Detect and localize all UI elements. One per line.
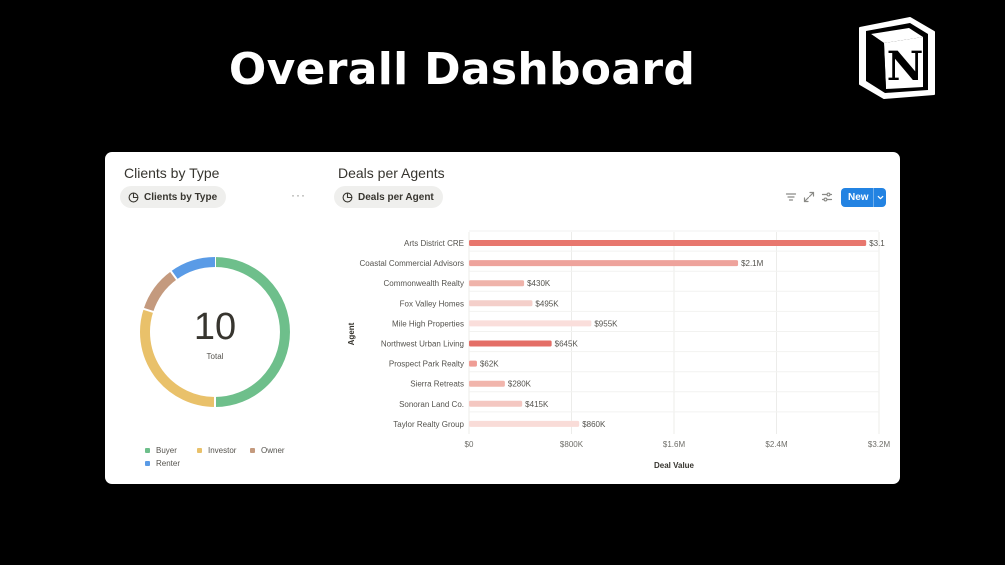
new-button[interactable]: New xyxy=(841,188,886,207)
svg-text:N: N xyxy=(887,43,924,90)
bar-value-label: $645K xyxy=(555,340,579,349)
bar-value-label: $280K xyxy=(508,380,532,389)
legend-label: Renter xyxy=(156,459,181,468)
donut-slice-renter[interactable] xyxy=(170,257,216,280)
y-tick-label: Sierra Retreats xyxy=(410,380,464,389)
donut-total-label: Total xyxy=(206,352,224,361)
bar[interactable] xyxy=(469,300,533,307)
y-tick-label: Fox Valley Homes xyxy=(400,299,464,308)
legend-item-renter[interactable]: Renter xyxy=(145,459,180,468)
x-tick-label: $800K xyxy=(560,440,584,449)
bar-value-label: $2.1M xyxy=(741,259,764,268)
bar[interactable] xyxy=(469,380,505,387)
y-tick-label: Sonoran Land Co. xyxy=(399,400,464,409)
more-options-icon[interactable]: ··· xyxy=(291,188,306,202)
filter-icon[interactable] xyxy=(785,191,797,203)
settings-icon[interactable] xyxy=(821,191,833,203)
legend-item-investor[interactable]: Investor xyxy=(197,446,236,455)
legend-swatch xyxy=(145,461,150,466)
y-tick-label: Prospect Park Realty xyxy=(389,360,464,369)
dashboard-card: Clients by Type Clients by Type ··· 10 T… xyxy=(105,152,900,484)
clients-donut-chart: 10 Total xyxy=(135,252,295,412)
pie-chart-icon xyxy=(342,192,353,202)
new-button-divider xyxy=(873,188,874,207)
clients-view-tab[interactable]: Clients by Type xyxy=(120,186,227,208)
expand-icon[interactable] xyxy=(803,191,815,203)
chevron-down-icon[interactable] xyxy=(876,193,885,202)
clients-view-label: Clients by Type xyxy=(144,191,218,203)
x-tick-label: $2.4M xyxy=(765,440,788,449)
legend-swatch xyxy=(197,448,202,453)
x-tick-label: $3.2M xyxy=(868,440,891,449)
donut-slice-separator xyxy=(169,269,179,281)
legend-label: Buyer xyxy=(156,446,177,455)
bar-value-label: $430K xyxy=(527,279,551,288)
bar[interactable] xyxy=(469,360,477,367)
clients-panel-title: Clients by Type xyxy=(124,165,220,181)
bar-value-label: $955K xyxy=(594,319,618,328)
x-tick-label: $0 xyxy=(465,440,474,449)
x-axis-title: Deal Value xyxy=(654,461,695,470)
x-tick-label: $1.6M xyxy=(663,440,686,449)
bar[interactable] xyxy=(469,260,739,267)
bar[interactable] xyxy=(469,340,552,347)
bar[interactable] xyxy=(469,320,592,327)
y-tick-label: Commonwealth Realty xyxy=(384,279,464,288)
bar[interactable] xyxy=(469,400,523,407)
bar-value-label: $860K xyxy=(582,420,606,429)
legend-swatch xyxy=(250,448,255,453)
legend-item-buyer[interactable]: Buyer xyxy=(145,446,177,455)
bar-value-label: $495K xyxy=(535,299,559,308)
y-tick-label: Arts District CRE xyxy=(404,239,464,248)
pie-chart-icon xyxy=(128,192,139,202)
deals-view-tab[interactable]: Deals per Agent xyxy=(334,186,443,208)
donut-slice-separator xyxy=(142,307,155,314)
bar[interactable] xyxy=(469,420,580,427)
deals-panel-title: Deals per Agents xyxy=(338,165,445,181)
page-title: Overall Dashboard xyxy=(228,44,696,95)
bar-value-label: $3.1M xyxy=(869,239,892,248)
y-tick-label: Coastal Commercial Advisors xyxy=(360,259,464,268)
bar-value-label: $62K xyxy=(480,360,499,369)
y-tick-label: Taylor Realty Group xyxy=(393,420,464,429)
bar-value-label: $415K xyxy=(525,400,549,409)
bar[interactable] xyxy=(469,240,867,246)
bar[interactable] xyxy=(469,280,525,287)
y-tick-label: Mile High Properties xyxy=(392,319,464,328)
deals-view-label: Deals per Agent xyxy=(358,191,434,203)
legend-label: Owner xyxy=(261,446,285,455)
donut-slice-buyer[interactable] xyxy=(214,257,290,407)
deals-bar-chart: $0 $800K $1.6M $2.4M $3.2M Arts District CRE $… xyxy=(347,230,892,470)
notion-logo-icon: N xyxy=(859,17,935,99)
donut-slice-investor[interactable] xyxy=(140,308,216,407)
y-tick-label: Northwest Urban Living xyxy=(381,340,464,349)
new-button-label: New xyxy=(848,192,869,203)
legend-swatch xyxy=(145,448,150,453)
donut-total-value: 10 xyxy=(193,306,237,348)
y-axis-title: Agent xyxy=(347,322,356,345)
legend-item-owner[interactable]: Owner xyxy=(250,446,285,455)
donut-slice-owner[interactable] xyxy=(143,271,177,313)
legend-label: Investor xyxy=(208,446,237,455)
